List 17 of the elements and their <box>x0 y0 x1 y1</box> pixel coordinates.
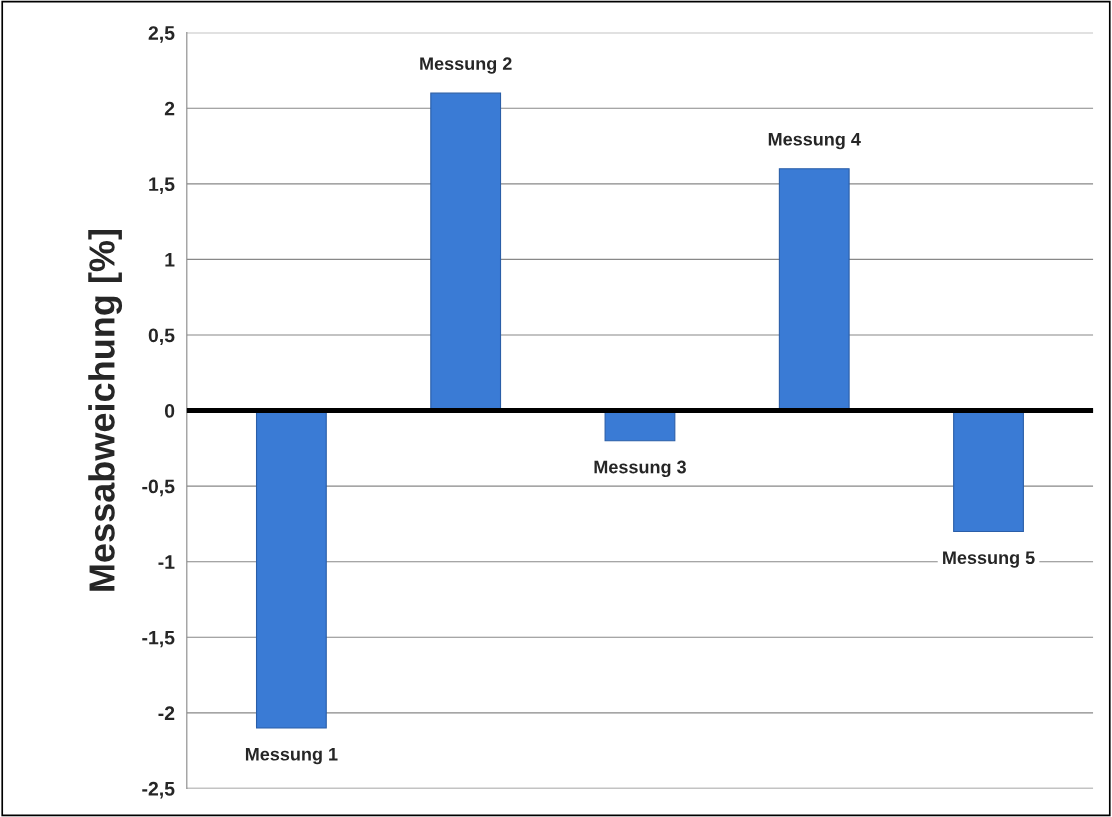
y-tick-label: -0,5 <box>142 479 175 497</box>
y-tick-label: 1,5 <box>149 177 175 194</box>
y-tick-label: 2 <box>164 101 175 116</box>
y-tick-label: -2,5 <box>142 781 175 799</box>
y-tick-label: 1 <box>165 253 175 267</box>
y-tick-label: 0,5 <box>148 328 175 346</box>
y-axis-title: Messabweichung [%] <box>88 229 123 591</box>
x-tick-label: Messung 3 <box>594 460 686 478</box>
y-tick-label: -2 <box>158 706 175 720</box>
y-tick-label: 2,5 <box>148 26 175 43</box>
x-tick-label: Messung 5 <box>943 551 1035 568</box>
x-tick-label: Messung 2 <box>420 57 512 74</box>
x-tick-label: Messung 1 <box>245 747 338 765</box>
x-tick-label: Messung 4 <box>768 133 861 150</box>
y-tick-label: -1,5 <box>142 630 175 648</box>
y-tick-label: -1 <box>158 555 175 569</box>
y-tick-label: 0 <box>164 404 175 418</box>
